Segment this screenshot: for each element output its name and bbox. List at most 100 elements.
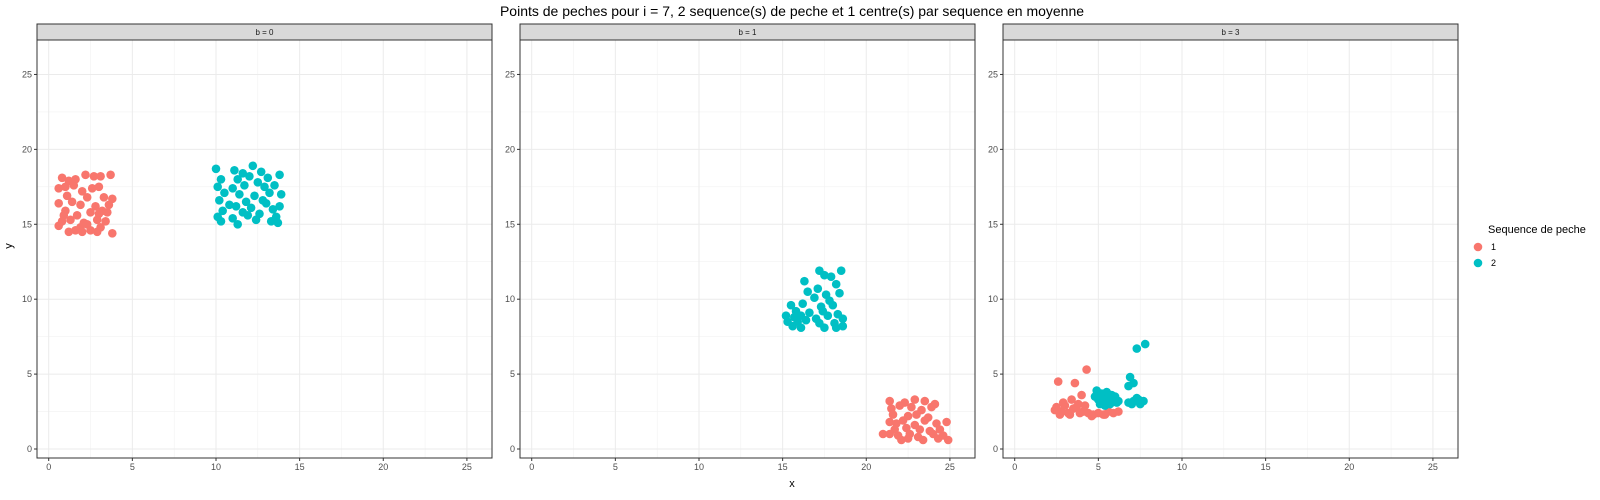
x-tick-label: 20	[1344, 462, 1354, 472]
legend-label-1: 1	[1491, 242, 1496, 252]
data-point	[243, 211, 253, 220]
data-point	[228, 184, 237, 193]
y-tick-label: 0	[993, 444, 998, 454]
series-2	[781, 266, 848, 333]
y-tick-label: 20	[505, 144, 515, 154]
data-point	[800, 276, 809, 286]
data-point	[942, 417, 951, 427]
facet-strip-label: b = 0	[255, 28, 274, 37]
data-point	[907, 402, 916, 412]
y-tick-label: 15	[988, 219, 998, 229]
series-2	[211, 161, 286, 229]
data-point	[903, 434, 913, 443]
data-point	[99, 193, 109, 202]
data-point	[1055, 410, 1065, 419]
data-point	[1053, 377, 1063, 386]
series-1	[54, 170, 117, 238]
data-point	[216, 175, 226, 184]
legend-key-2	[1473, 258, 1483, 268]
data-point	[885, 429, 894, 439]
data-point	[826, 272, 836, 282]
facet-strip-label: b = 3	[1221, 28, 1240, 37]
panel-border	[519, 39, 976, 459]
y-axis-title: y	[3, 243, 15, 249]
y-tick-label: 25	[22, 69, 32, 79]
data-point	[256, 167, 266, 177]
facet-panel-0: b = 0 0 5 10 15 20 25 0 5 10 15 20 25	[22, 23, 493, 472]
y-tick-label: 10	[22, 294, 32, 304]
y-tick-label: 15	[22, 219, 32, 229]
x-tick-label: 15	[295, 462, 305, 472]
data-point	[1100, 410, 1110, 419]
data-point	[253, 178, 263, 187]
data-point	[240, 181, 249, 190]
x-tick-label: 25	[1428, 462, 1438, 472]
y-tick-label: 15	[505, 219, 515, 229]
data-point	[1140, 339, 1150, 349]
data-point	[235, 190, 244, 199]
x-tick-label: 10	[1177, 462, 1187, 472]
x-tick-label: 20	[378, 462, 388, 472]
data-point	[1077, 390, 1086, 400]
data-point	[91, 202, 100, 211]
data-point	[69, 181, 79, 190]
data-point	[108, 229, 117, 238]
x-tick-label: 25	[462, 462, 472, 472]
legend-key-1	[1473, 242, 1483, 252]
y-tick-label: 10	[988, 294, 998, 304]
data-point	[218, 206, 227, 216]
panel-border	[36, 39, 493, 459]
data-point	[220, 188, 229, 198]
legend-label-2: 2	[1491, 258, 1496, 268]
data-point	[211, 164, 221, 174]
x-tick-label: 5	[130, 462, 135, 472]
chart-title: Points de peches pour i = 7, 2 sequence(…	[500, 3, 1084, 19]
data-point	[836, 266, 846, 276]
data-point	[87, 184, 97, 193]
data-point	[265, 188, 274, 198]
facet-panel-2: b = 3 0 5 10 15 20 25 0 5 10 15 20 25	[988, 23, 1459, 472]
data-point	[1105, 399, 1115, 409]
data-point	[215, 196, 224, 205]
data-point	[820, 323, 829, 333]
data-point	[796, 323, 806, 333]
plot-background	[37, 40, 492, 458]
data-point	[1058, 398, 1068, 407]
y-tick-label: 10	[505, 294, 515, 304]
plot-background	[1003, 40, 1458, 458]
data-point	[798, 299, 807, 309]
data-point	[81, 170, 90, 180]
data-point	[1067, 395, 1076, 404]
data-point	[1127, 399, 1137, 409]
data-point	[61, 182, 70, 192]
data-point	[54, 184, 63, 193]
data-point	[225, 200, 234, 210]
data-point	[77, 227, 87, 237]
data-point	[263, 173, 273, 183]
data-point	[786, 300, 796, 310]
data-point	[810, 293, 819, 303]
data-point	[233, 220, 242, 229]
data-point	[835, 288, 844, 298]
data-point	[54, 199, 63, 208]
data-point	[66, 215, 75, 225]
data-point	[64, 227, 74, 237]
x-tick-label: 10	[211, 462, 221, 472]
x-tick-label: 10	[694, 462, 704, 472]
data-point	[943, 435, 953, 445]
data-point	[228, 214, 237, 223]
data-point	[275, 170, 284, 180]
x-tick-label: 15	[1261, 462, 1271, 472]
data-point	[838, 314, 848, 324]
data-point	[238, 169, 248, 178]
data-point	[248, 161, 258, 171]
data-point	[230, 166, 239, 175]
data-point	[1082, 365, 1091, 374]
data-point	[1080, 401, 1090, 410]
data-point	[803, 287, 812, 297]
x-tick-label: 20	[861, 462, 871, 472]
data-point	[233, 175, 242, 184]
x-tick-label: 0	[46, 462, 51, 472]
data-point	[275, 202, 284, 211]
